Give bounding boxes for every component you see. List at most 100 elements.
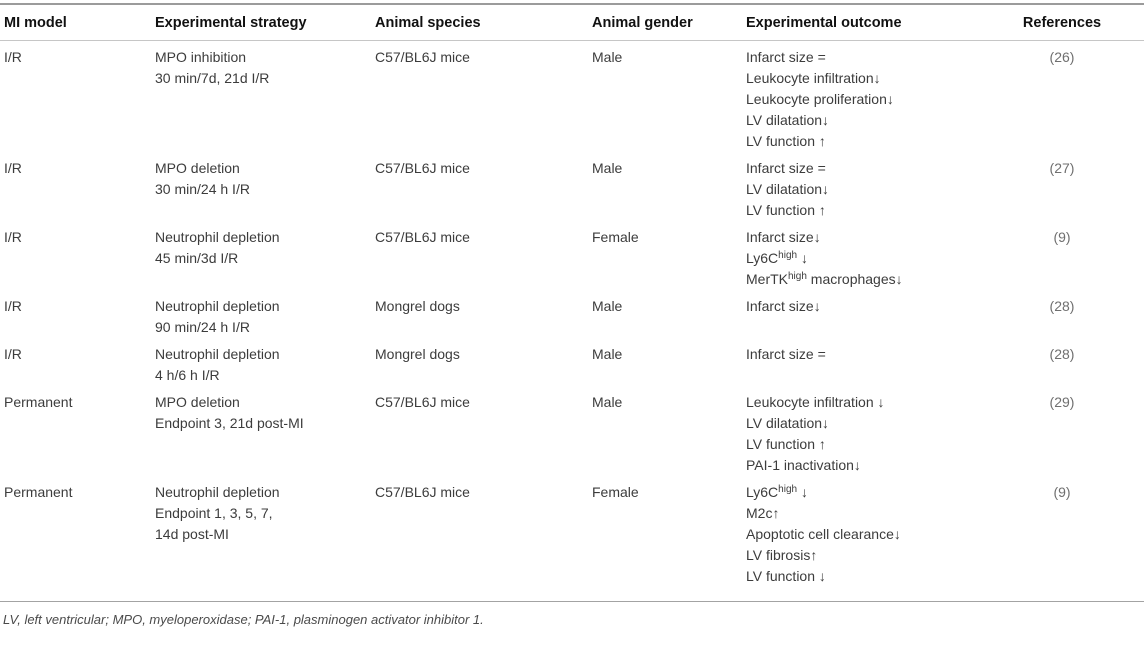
header-row: MI model Experimental strategy Animal sp… bbox=[0, 4, 1144, 41]
cell-line: 90 min/24 h I/R bbox=[155, 319, 250, 335]
cell-gender: Male bbox=[592, 41, 746, 153]
cell-line: MPO deletion bbox=[155, 394, 240, 410]
outcome-text: Leukocyte proliferation↓ bbox=[746, 91, 894, 107]
cell-reference: (26) bbox=[1006, 41, 1144, 153]
cell-strategy: MPO inhibition 30 min/7d, 21d I/R bbox=[155, 41, 375, 153]
cell-line: Mongrel dogs bbox=[375, 298, 460, 314]
outcome-text: Ly6C bbox=[746, 484, 779, 500]
outcome-text: Ly6C bbox=[746, 250, 779, 266]
cell-mi-model: I/R bbox=[0, 41, 155, 153]
superscript-text: high bbox=[788, 271, 807, 282]
outcome-text: Leukocyte infiltration↓ bbox=[746, 70, 881, 86]
cell-strategy: MPO deletion Endpoint 3, 21d post-MI bbox=[155, 386, 375, 476]
outcome-text: Leukocyte infiltration ↓ bbox=[746, 394, 885, 410]
cell-gender: Male bbox=[592, 338, 746, 386]
cell-mi-model: I/R bbox=[0, 338, 155, 386]
reference-link[interactable]: (26) bbox=[1049, 49, 1075, 65]
cell-mi-model: Permanent bbox=[0, 476, 155, 602]
outcome-text: Infarct size = bbox=[746, 346, 826, 362]
table-footnote: LV, left ventricular; MPO, myeloperoxida… bbox=[3, 612, 484, 627]
cell-species: C57/BL6J mice bbox=[375, 221, 592, 290]
outcome-text: LV dilatation↓ bbox=[746, 181, 830, 197]
cell-line: Neutrophil depletion bbox=[155, 346, 280, 362]
reference-link[interactable]: (29) bbox=[1049, 394, 1075, 410]
cell-mi-model: I/R bbox=[0, 221, 155, 290]
cell-line: Permanent bbox=[4, 394, 73, 410]
outcome-line: Infarct size = bbox=[746, 47, 994, 68]
cell-line: Male bbox=[592, 298, 623, 314]
table-body: I/R MPO inhibition 30 min/7d, 21d I/R C57/B… bbox=[0, 41, 1144, 602]
cell-gender: Female bbox=[592, 221, 746, 290]
reference-link[interactable]: (9) bbox=[1053, 484, 1071, 500]
cell-species: C57/BL6J mice bbox=[375, 386, 592, 476]
cell-gender: Female bbox=[592, 476, 746, 602]
outcome-text: PAI-1 inactivation↓ bbox=[746, 457, 861, 473]
outcome-line: PAI-1 inactivation↓ bbox=[746, 455, 994, 476]
table-row: I/R Neutrophil depletion 90 min/24 h I/R Mo… bbox=[0, 290, 1144, 338]
outcome-text: ↓ bbox=[797, 484, 808, 500]
cell-line: C57/BL6J mice bbox=[375, 394, 470, 410]
cell-line: Male bbox=[592, 160, 623, 176]
outcome-line: LV dilatation↓ bbox=[746, 110, 994, 131]
outcome-text: MerTK bbox=[746, 271, 788, 287]
cell-line: I/R bbox=[4, 160, 22, 176]
outcome-text: LV function ↑ bbox=[746, 133, 826, 149]
outcome-text: Infarct size = bbox=[746, 160, 826, 176]
cell-gender: Male bbox=[592, 386, 746, 476]
cell-outcome: Infarct size = LV dilatation↓ LV function … bbox=[746, 152, 1006, 221]
cell-line: 45 min/3d I/R bbox=[155, 250, 239, 266]
col-header-mi-model: MI model bbox=[0, 4, 155, 41]
cell-line: 30 min/24 h I/R bbox=[155, 181, 250, 197]
cell-outcome: Infarct size = bbox=[746, 338, 1006, 386]
superscript-text: high bbox=[778, 484, 798, 495]
reference-link[interactable]: (28) bbox=[1049, 346, 1075, 362]
cell-outcome: Infarct size↓ Ly6C high ↓ MerTKhigh macroph… bbox=[746, 221, 1006, 290]
outcome-line: Infarct size↓ bbox=[746, 227, 994, 248]
cell-line: Endpoint 1, 3, 5, 7, bbox=[155, 505, 273, 521]
cell-line: I/R bbox=[4, 49, 22, 65]
table-row: I/R MPO deletion 30 min/24 h I/R C57/BL6J m… bbox=[0, 152, 1144, 221]
cell-line: C57/BL6J mice bbox=[375, 49, 470, 65]
outcome-line: LV function ↑ bbox=[746, 131, 994, 152]
table-row: I/R Neutrophil depletion 45 min/3d I/R C57/… bbox=[0, 221, 1144, 290]
cell-line: MPO deletion bbox=[155, 160, 240, 176]
cell-strategy: MPO deletion 30 min/24 h I/R bbox=[155, 152, 375, 221]
cell-species: C57/BL6J mice bbox=[375, 152, 592, 221]
table-row: I/R Neutrophil depletion 4 h/6 h I/R Mongre… bbox=[0, 338, 1144, 386]
cell-line: I/R bbox=[4, 229, 22, 245]
cell-species: C57/BL6J mice bbox=[375, 41, 592, 153]
cell-line: Female bbox=[592, 229, 639, 245]
cell-line: Neutrophil depletion bbox=[155, 484, 280, 500]
cell-outcome: Infarct size = Leukocyte infiltration↓ Leu… bbox=[746, 41, 1006, 153]
cell-line: Neutrophil depletion bbox=[155, 229, 280, 245]
outcome-line: Leukocyte proliferation↓ bbox=[746, 89, 994, 110]
outcome-line: Leukocyte infiltration ↓ bbox=[746, 392, 994, 413]
table-row: Permanent MPO deletion Endpoint 3, 21d pos… bbox=[0, 386, 1144, 476]
table-row: I/R MPO inhibition 30 min/7d, 21d I/R C57/B… bbox=[0, 41, 1144, 153]
cell-strategy: Neutrophil depletion 90 min/24 h I/R bbox=[155, 290, 375, 338]
cell-line: Mongrel dogs bbox=[375, 346, 460, 362]
cell-line: Male bbox=[592, 49, 623, 65]
reference-link[interactable]: (27) bbox=[1049, 160, 1075, 176]
outcome-text: ↓ bbox=[797, 250, 808, 266]
cell-line: Female bbox=[592, 484, 639, 500]
cell-line: Neutrophil depletion bbox=[155, 298, 280, 314]
cell-outcome: Ly6Chigh ↓ M2c↑ Apoptotic cell clearance↓ L… bbox=[746, 476, 1006, 602]
cell-gender: Male bbox=[592, 152, 746, 221]
cell-reference: (27) bbox=[1006, 152, 1144, 221]
outcome-line: MerTKhigh macrophages↓ bbox=[746, 269, 994, 290]
outcome-text: Infarct size↓ bbox=[746, 229, 821, 245]
outcome-line: Ly6Chigh ↓ bbox=[746, 482, 994, 503]
outcome-text: Apoptotic cell clearance↓ bbox=[746, 526, 901, 542]
outcome-line: Infarct size = bbox=[746, 344, 994, 365]
outcome-line: Infarct size↓ bbox=[746, 296, 994, 317]
cell-mi-model: I/R bbox=[0, 152, 155, 221]
outcome-text: LV function ↑ bbox=[746, 436, 826, 452]
reference-link[interactable]: (9) bbox=[1053, 229, 1071, 245]
col-header-experimental-outcome: Experimental outcome bbox=[746, 4, 1006, 41]
reference-link[interactable]: (28) bbox=[1049, 298, 1075, 314]
cell-strategy: Neutrophil depletion 4 h/6 h I/R bbox=[155, 338, 375, 386]
cell-species: Mongrel dogs bbox=[375, 338, 592, 386]
cell-line: Permanent bbox=[4, 484, 73, 500]
outcome-text: M2c↑ bbox=[746, 505, 780, 521]
